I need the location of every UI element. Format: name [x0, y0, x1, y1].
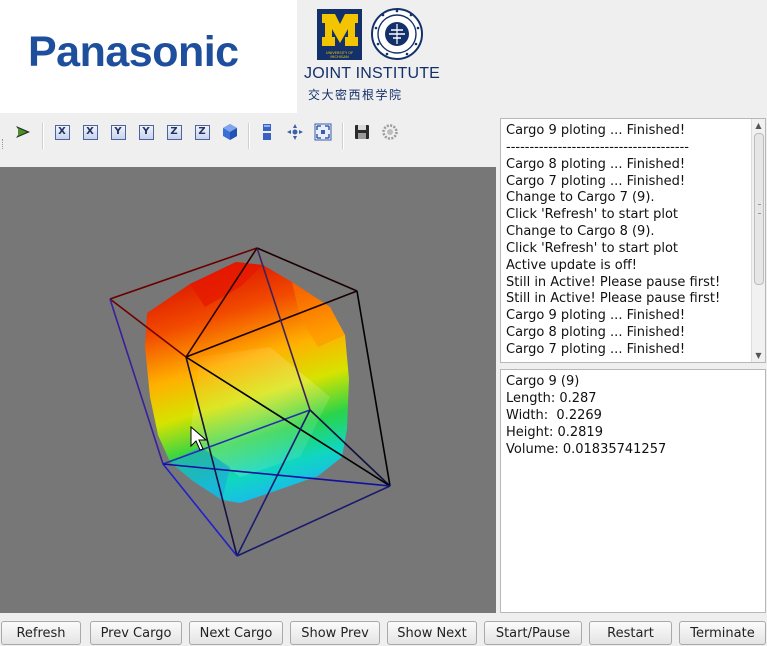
view-z-icon[interactable]: Z	[165, 123, 183, 141]
log-line: Change to Cargo 7 (9).	[506, 190, 655, 206]
scrollbar-thumb[interactable]	[754, 133, 764, 285]
view-neg-z-icon[interactable]: Z	[193, 123, 211, 141]
cargo-info-lines: Cargo 9 (9) Length: 0.287 Width: 0.2269 Hei…	[506, 374, 666, 459]
view-toolbar: X X Y Y Z Z	[0, 113, 496, 167]
log-line: Cargo 9 ploting ... Finished!	[506, 123, 686, 138]
view-iso-icon[interactable]	[221, 123, 239, 141]
cargo-info-line: Cargo 9 (9)	[506, 374, 580, 389]
log-line: Click 'Refresh' to start plot	[506, 240, 678, 256]
prev-cargo-button[interactable]: Prev Cargo	[90, 621, 182, 645]
log-scrollbar[interactable]: ▲ ▼	[751, 119, 765, 362]
start-pause-button[interactable]: Start/Pause	[484, 621, 582, 645]
mouse-cursor-icon	[190, 425, 208, 451]
joint-institute-chinese-text: 交大密西根学院	[308, 88, 403, 102]
fit-all-icon[interactable]	[314, 123, 332, 141]
log-line: Still in Active! Please pause first!	[506, 291, 721, 307]
header-logos: Panasonic UNIVERSITY OF MICHIGAN JOINT I…	[0, 0, 767, 113]
view-y-icon[interactable]: Y	[109, 123, 127, 141]
log-line: Active update is off!	[506, 257, 637, 273]
cargo-info-line: Width: 0.2269	[506, 407, 602, 423]
log-line: Cargo 7 ploting ... Finished!	[506, 341, 686, 357]
cargo-info-line: Volume: 0.01835741257	[506, 441, 667, 457]
show-prev-button[interactable]: Show Prev	[290, 621, 380, 645]
log-lines: Cargo 9 ploting ... Finished! -----------…	[506, 123, 751, 359]
save-icon[interactable]	[353, 123, 371, 141]
view-x-icon[interactable]: X	[53, 123, 71, 141]
log-line: ---------------------------------------	[506, 139, 689, 155]
cargo-3d-render	[109, 247, 391, 557]
cargo-info-panel: Cargo 9 (9) Length: 0.287 Width: 0.2269 Hei…	[500, 369, 766, 613]
settings-icon[interactable]	[381, 123, 399, 141]
log-line: Cargo 8 ploting ... Finished!	[506, 325, 686, 341]
select-arrow-icon[interactable]	[14, 123, 32, 141]
toolbar-separator	[248, 123, 250, 149]
umich-sjtu-emblems: UNIVERSITY OF MICHIGAN	[317, 8, 423, 60]
panasonic-logo: Panasonic	[0, 0, 297, 113]
log-line: Click 'Refresh' to start plot	[506, 207, 678, 223]
toolbar-grip	[2, 139, 5, 149]
toolbar-separator	[42, 123, 44, 149]
log-line: Change to Cargo 8 (9).	[506, 224, 655, 240]
svg-text:UNIVERSITY OF: UNIVERSITY OF	[326, 51, 353, 55]
view-neg-y-icon[interactable]: Y	[137, 123, 155, 141]
log-line: Cargo 9 ploting ... Finished!	[506, 308, 686, 324]
refresh-button[interactable]: Refresh	[1, 621, 81, 645]
terminate-button[interactable]: Terminate	[679, 621, 766, 645]
cargo-info-line: Length: 0.287	[506, 390, 597, 406]
view-neg-x-icon[interactable]: X	[81, 123, 99, 141]
next-cargo-button[interactable]: Next Cargo	[189, 621, 283, 645]
log-line: Cargo 7 ploting ... Finished!	[506, 173, 686, 189]
toolbar-separator	[342, 123, 344, 149]
joint-institute-logo: UNIVERSITY OF MICHIGAN JOINT INSTITUTE 交…	[298, 0, 441, 113]
svg-text:MICHIGAN: MICHIGAN	[330, 55, 349, 59]
scroll-up-icon[interactable]: ▲	[755, 121, 762, 130]
panasonic-logo-text: Panasonic	[28, 28, 239, 76]
log-line: Cargo 8 ploting ... Finished!	[506, 156, 686, 172]
log-panel[interactable]: Cargo 9 ploting ... Finished! -----------…	[500, 118, 766, 363]
show-next-button[interactable]: Show Next	[387, 621, 477, 645]
joint-institute-text: JOINT INSTITUTE	[304, 65, 441, 82]
perspective-icon[interactable]	[258, 123, 276, 141]
pan-icon[interactable]	[286, 123, 304, 141]
scroll-down-icon[interactable]: ▼	[755, 351, 762, 360]
3d-viewport[interactable]	[0, 167, 496, 613]
cargo-info-line: Height: 0.2819	[506, 424, 603, 440]
log-line: Still in Active! Please pause first!	[506, 274, 721, 290]
restart-button[interactable]: Restart	[589, 621, 672, 645]
